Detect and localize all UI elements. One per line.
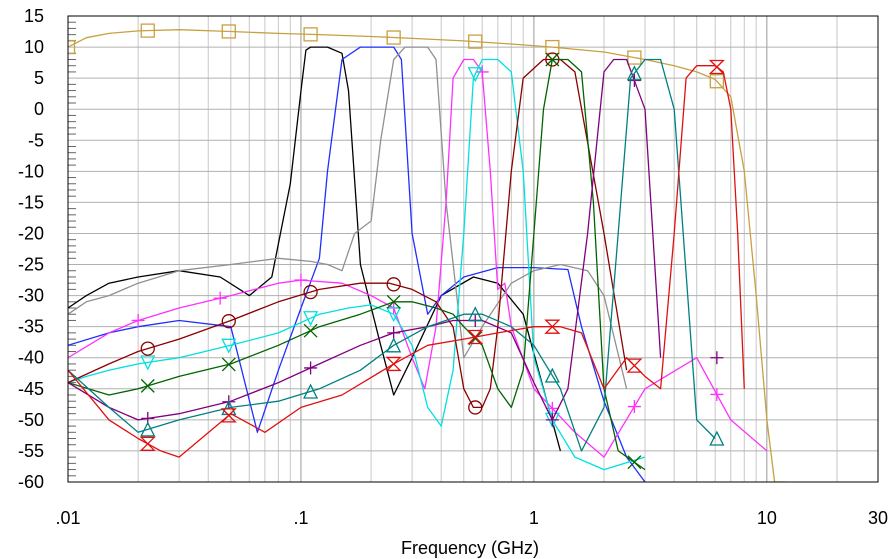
y-tick-label: 10 xyxy=(24,37,44,57)
series-marker xyxy=(468,400,483,415)
series-marker xyxy=(626,358,643,373)
plot-frame xyxy=(67,15,879,483)
series-marker xyxy=(386,337,402,353)
series-marker xyxy=(139,436,156,451)
series-marker xyxy=(709,430,725,446)
series-marker xyxy=(544,367,560,383)
series-line xyxy=(68,65,745,458)
series-marker xyxy=(467,67,483,83)
series-10 xyxy=(68,59,745,458)
y-tick-label: -50 xyxy=(18,410,44,430)
series-marker xyxy=(140,341,155,356)
series-marker xyxy=(386,30,401,45)
y-tick-label: -35 xyxy=(18,317,44,337)
series-marker xyxy=(710,387,724,401)
series-4 xyxy=(68,58,768,458)
series-marker xyxy=(467,329,484,345)
y-tick-label: -40 xyxy=(18,348,44,368)
series-marker xyxy=(131,313,145,327)
series-marker xyxy=(468,34,483,49)
series-marker xyxy=(627,50,642,65)
series-marker xyxy=(386,307,402,323)
series-marker xyxy=(387,326,401,340)
series-marker xyxy=(467,306,483,322)
series-marker xyxy=(544,319,561,334)
x-tick-label: 1 xyxy=(529,508,539,528)
y-tick-label: -45 xyxy=(18,379,44,399)
series-marker xyxy=(140,23,155,38)
series-7 xyxy=(68,52,646,471)
series-marker xyxy=(304,361,318,375)
series-marker xyxy=(386,277,401,292)
x-tick-label: .1 xyxy=(293,508,308,528)
series-marker xyxy=(303,383,319,399)
series-marker xyxy=(303,27,318,42)
series-marker xyxy=(221,338,237,354)
series-marker xyxy=(545,52,560,67)
series-marker xyxy=(68,39,76,55)
x-axis-label: Frequency (GHz) xyxy=(401,538,539,558)
series-marker xyxy=(140,355,156,371)
series-marker xyxy=(386,294,401,309)
series-marker xyxy=(220,408,237,423)
y-tick-label: 15 xyxy=(24,6,44,26)
series-0 xyxy=(68,23,786,482)
series-marker xyxy=(213,291,227,305)
y-tick-label: -10 xyxy=(18,161,44,181)
series-layer xyxy=(68,23,786,482)
series-line xyxy=(68,46,628,389)
series-marker xyxy=(710,351,724,365)
y-tick-label: -25 xyxy=(18,255,44,275)
series-marker xyxy=(303,311,319,327)
y-tick-label: 0 xyxy=(34,99,44,119)
series-marker xyxy=(303,284,318,300)
series-marker xyxy=(627,400,641,414)
series-line xyxy=(68,29,786,482)
x-tick-label: 30 xyxy=(868,508,888,528)
y-tick-label: -15 xyxy=(18,192,44,212)
y-axis: 15 10 5 0 -5 -10 -15 -20 -25 -30 -35 -40 -45 -50 -55 -6… xyxy=(18,6,44,492)
series-marker xyxy=(545,413,559,427)
y-tick-label: -20 xyxy=(18,223,44,243)
series-8 xyxy=(68,58,724,427)
series-marker xyxy=(140,421,156,437)
series-marker xyxy=(626,65,642,81)
series-marker xyxy=(221,24,236,39)
x-axis: .01 .1 1 10 30 xyxy=(55,508,888,528)
series-marker xyxy=(221,357,236,372)
series-marker xyxy=(221,399,237,416)
series-marker xyxy=(140,378,155,393)
y-tick-label: -55 xyxy=(18,441,44,461)
x-tick-label: .01 xyxy=(55,508,80,528)
series-marker xyxy=(627,455,642,470)
x-tick-label: 10 xyxy=(757,508,777,528)
series-marker xyxy=(294,273,308,287)
series-6 xyxy=(68,52,628,415)
series-marker xyxy=(385,356,402,372)
series-3 xyxy=(68,46,628,389)
y-tick-label: 5 xyxy=(34,68,44,88)
series-marker xyxy=(468,331,483,346)
series-marker xyxy=(708,59,725,75)
y-tick-label: -5 xyxy=(28,130,44,150)
series-marker xyxy=(709,74,724,89)
y-tick-label: -60 xyxy=(18,472,44,492)
series-marker xyxy=(303,323,318,338)
y-tick-label: -30 xyxy=(18,286,44,306)
series-marker xyxy=(545,401,559,415)
series-line xyxy=(68,58,662,421)
series-line xyxy=(68,58,768,458)
series-marker xyxy=(221,314,236,329)
